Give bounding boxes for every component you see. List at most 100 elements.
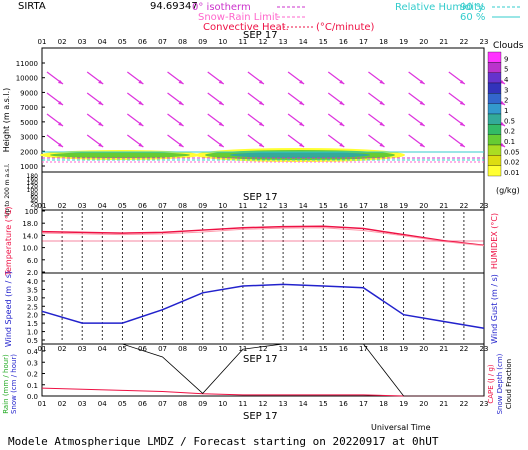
hour-label: 19 (399, 202, 408, 210)
hour-label: 03 (78, 38, 87, 46)
rain-tick: 0.2 (27, 371, 38, 379)
wind-arrow-head (379, 80, 385, 84)
wind-arrow-head (459, 80, 465, 84)
hour-label: 10 (218, 400, 227, 408)
height-tick-low: 0 (34, 205, 38, 212)
hour-label: 09 (198, 38, 207, 46)
wind-arrow-head (178, 122, 184, 126)
cloud-scale-swatch (487, 93, 502, 104)
wind-arrow-head (178, 80, 184, 84)
hour-label: 13 (279, 400, 288, 408)
cloud-scale-label: 3 (504, 86, 508, 94)
hour-label: 23 (480, 400, 489, 408)
hour-label: 05 (118, 38, 127, 46)
cloud-scale-label: 4 (504, 76, 509, 84)
date-label-top: SEP 17 (243, 30, 278, 41)
wind-arrow-head (138, 80, 144, 84)
rain-y-ticks: 0.4 0.3 0.2 0.1 0.0 (27, 348, 45, 401)
legend-convective: Convective Heat. (203, 22, 289, 33)
wind-tick: 0.5 (27, 337, 38, 345)
hour-label: 02 (58, 345, 67, 353)
hour-label: 22 (459, 202, 468, 210)
hour-label: 16 (339, 202, 348, 210)
hour-label: 17 (359, 400, 368, 408)
rain-tick: 0.1 (27, 382, 38, 390)
hour-label: 06 (138, 345, 147, 353)
humidex-line (41, 227, 485, 247)
height-tick: 3000 (20, 134, 38, 142)
cape-ylabel: CAPE (J / g) (487, 364, 495, 404)
wind-y-ticks: 4.03.53.02.52.01.51.00.5 (27, 278, 45, 345)
hour-label: 22 (459, 400, 468, 408)
temperature-tick: 10.0 (22, 245, 38, 253)
height-tick-low: 80 (30, 191, 38, 198)
wind-arrow-head (299, 101, 305, 105)
wind-arrow-head (258, 101, 264, 105)
hour-label: 07 (158, 38, 167, 46)
hour-label: 21 (439, 38, 448, 46)
hour-label: 20 (419, 345, 428, 353)
wind-arrow-head (379, 101, 385, 105)
wind-tick: 4.0 (27, 278, 38, 286)
hour-label: 01 (38, 202, 47, 210)
hour-label: 17 (359, 38, 368, 46)
hour-label: 11 (238, 400, 247, 408)
hour-label: 14 (299, 400, 308, 408)
hour-label: 09 (198, 400, 207, 408)
hour-label: 17 (359, 345, 368, 353)
wind-arrow-head (500, 101, 505, 105)
wind-arrow-head (138, 122, 144, 126)
wind-tick: 2.0 (27, 312, 38, 320)
rain-tick: 0.3 (27, 359, 38, 367)
hour-label: 14 (299, 202, 308, 210)
hour-label: 17 (359, 202, 368, 210)
legend-rh-60: 60 % (460, 12, 485, 23)
wind-arrows (46, 71, 506, 148)
hour-label: 02 (58, 400, 67, 408)
legend-snow-rain: Snow-Rain Limit (198, 12, 279, 23)
temperature-tick: 6.0 (27, 257, 38, 265)
hour-label: 21 (439, 202, 448, 210)
height-tick: 1000 (20, 163, 38, 171)
cloud-patch (50, 152, 190, 158)
hour-label: 13 (279, 345, 288, 353)
height-tick: 7000 (20, 104, 38, 112)
height-panel: 01 02 03 04 05 06 07 08 09 10 11 12 13 14 15 16 17 18 19 20… (2, 30, 506, 217)
height-tick-low: 180 (27, 173, 39, 180)
wind-arrow-head (459, 101, 465, 105)
wind-arrow-head (299, 122, 305, 126)
cloud-scale-label: 0.5 (504, 117, 515, 125)
cloud-scale-label: 0.01 (504, 169, 520, 177)
hour-label: 04 (98, 38, 107, 46)
wind-tick: 3.0 (27, 295, 38, 303)
hour-label: 07 (158, 345, 167, 353)
rain-panel: 01 02 03 04 05 06 07 08 09 10 11 12 13 14 15 16 17 18 19 20… (2, 343, 513, 432)
temperature-panel: SEP 17 01 02 03 04 05 06 07 08 09 10 11 12 13 14 15 16 1… (4, 192, 499, 277)
hour-label: 03 (78, 202, 87, 210)
station-label: SIRTA (18, 1, 46, 12)
cloud-scale-label: 0.05 (504, 148, 520, 156)
wind-arrow-head (500, 80, 505, 84)
cloud-scale-label: 0.02 (504, 159, 520, 167)
hour-label: 09 (198, 202, 207, 210)
wind-arrow-head (218, 143, 224, 147)
hour-label: 14 (299, 345, 308, 353)
humidex-ylabel: HUMIDEX (°C) (490, 213, 499, 269)
wind-arrow-head (258, 143, 264, 147)
snow-ylabel: Snow (cm / hour) (10, 354, 18, 414)
wind-arrow-head (419, 101, 425, 105)
hour-label: 15 (319, 38, 328, 46)
cloud-scale-swatch (487, 82, 502, 94)
cloud-scale-label: 9 (504, 55, 508, 63)
wind-arrow-head (218, 122, 224, 126)
temperature-tick: 2.0 (27, 269, 38, 277)
hour-label: 18 (379, 38, 388, 46)
wind-arrow-head (459, 122, 465, 126)
hour-label: 02 (58, 38, 67, 46)
height-tick-low: 60 (30, 194, 38, 201)
wind-arrow-head (58, 122, 63, 126)
hour-label: 02 (58, 202, 67, 210)
cloud-scale-swatch (487, 62, 502, 73)
hour-label: 08 (178, 38, 187, 46)
hour-label: 22 (459, 345, 468, 353)
